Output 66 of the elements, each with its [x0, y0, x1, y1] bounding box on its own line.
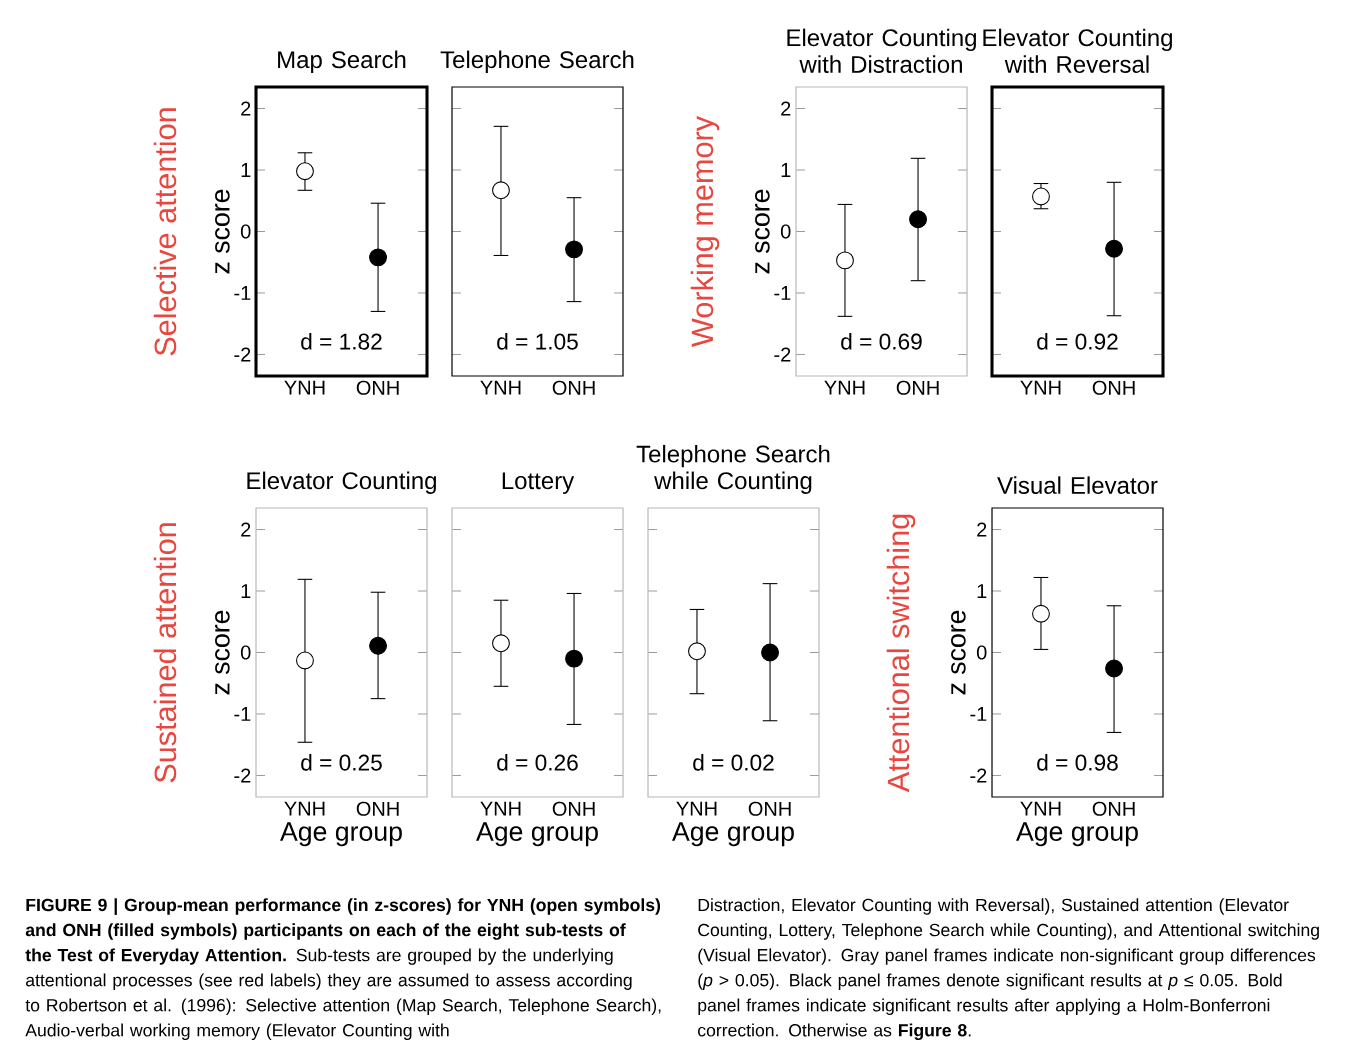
y-axis-title: z score [755, 189, 770, 274]
annotation: d = 1.82 [301, 333, 382, 350]
x-tick-label: YNH [676, 801, 717, 816]
annotation: d = 0.25 [301, 754, 382, 771]
x-tick-label: YNH [1020, 801, 1061, 816]
x-tick-label: ONH [552, 801, 595, 816]
y-tick-label: 1 [781, 163, 791, 177]
chart-title: Telephone Search [440, 50, 634, 73]
x-tick-label: ONH [1092, 801, 1135, 816]
annotation: d = 0.26 [497, 754, 578, 771]
y-tick-label: 2 [977, 522, 987, 537]
x-tick-label: YNH [284, 801, 325, 816]
x-axis-title: Age group [672, 822, 794, 847]
chart-title: Elevator Counting [247, 471, 436, 494]
y-tick-label: -1 [970, 707, 987, 721]
y-tick-label: 1 [977, 584, 987, 598]
text: Selective attention [153, 108, 177, 356]
annotation: d = 0.02 [693, 754, 774, 771]
x-axis-title: Age group [280, 822, 402, 847]
y-tick-label: -1 [774, 286, 791, 300]
x-tick-label: YNH [1020, 380, 1061, 395]
text: Distraction, Elevator Counting with Reversal), Sustained attention (Elevator Counting, Lottery, Telephone Search while Counting), and Attentional switching (Visual Elevator). Gray panel frames indicate non-significant group differences (p > 0.05). Black panel frames denote significant results at p ≤ 0.05. Bold panel frames indicate significant results after applying a Holm-Bonferroni correction. Otherwise as Figure 8. [698, 898, 1319, 1041]
x-tick-label: ONH [356, 801, 399, 816]
text: FIGURE 9 | Group-mean performance (in z-scores) for YNH (open symbols) and ONH (filled symbols) participants on each of the eight sub-tests of the Test of Everyday Attention. Sub-tests are grouped by the underlying attentional processes (see red labels) they are assumed to assess according to Robertson et al. (1996): Selective attention (Map Search, Telephone Search), Audio-verbal working memory (Elevator Counting with [25, 898, 661, 1041]
x-tick-label: YNH [480, 380, 521, 395]
x-tick-label: YNH [480, 801, 521, 816]
y-tick-label: 0 [976, 645, 987, 660]
y-tick-label: 0 [240, 224, 251, 239]
text: Attentional switching [886, 514, 916, 793]
x-axis-title: Age group [1016, 822, 1138, 847]
text: Working memory [690, 116, 720, 347]
y-tick-label: -1 [234, 707, 251, 721]
y-tick-label: 0 [780, 224, 791, 239]
annotation: d = 0.92 [1037, 333, 1118, 350]
y-tick-label: -2 [774, 347, 791, 362]
x-tick-label: ONH [552, 380, 595, 395]
y-tick-label: 0 [240, 645, 251, 660]
x-tick-label: ONH [896, 380, 939, 395]
y-axis-title: z score [215, 189, 230, 274]
chart-title: Visual Elevator [997, 476, 1158, 494]
annotation: d = 1.05 [497, 333, 578, 350]
y-axis-title: z score [951, 610, 966, 695]
chart-title: Elevator Counting with Distraction [787, 28, 976, 73]
x-tick-label: ONH [356, 380, 399, 395]
y-tick-label: -2 [234, 347, 251, 362]
annotation: d = 0.98 [1037, 754, 1118, 771]
x-tick-label: YNH [824, 380, 865, 395]
x-tick-label: ONH [1092, 380, 1135, 395]
x-tick-label: ONH [748, 801, 791, 816]
chart-title: Elevator Counting with Reversal [983, 28, 1172, 73]
chart-title: Telephone Search while Counting [636, 444, 830, 494]
x-tick-label: YNH [284, 380, 325, 395]
text: Sustained attention [153, 523, 177, 783]
y-tick-label: 2 [241, 522, 251, 537]
x-axis-title: Age group [476, 822, 598, 847]
y-tick-label: 2 [781, 101, 791, 116]
y-tick-label: -2 [234, 768, 251, 783]
y-tick-label: 2 [241, 101, 251, 116]
annotation: d = 0.69 [841, 333, 922, 350]
y-tick-label: 1 [241, 584, 251, 598]
chart-title: Lottery [502, 472, 575, 494]
y-tick-label: 1 [241, 163, 251, 177]
y-tick-label: -1 [234, 286, 251, 300]
y-axis-title: z score [215, 610, 230, 695]
chart-title: Map Search [278, 50, 406, 73]
y-tick-label: -2 [970, 768, 987, 783]
